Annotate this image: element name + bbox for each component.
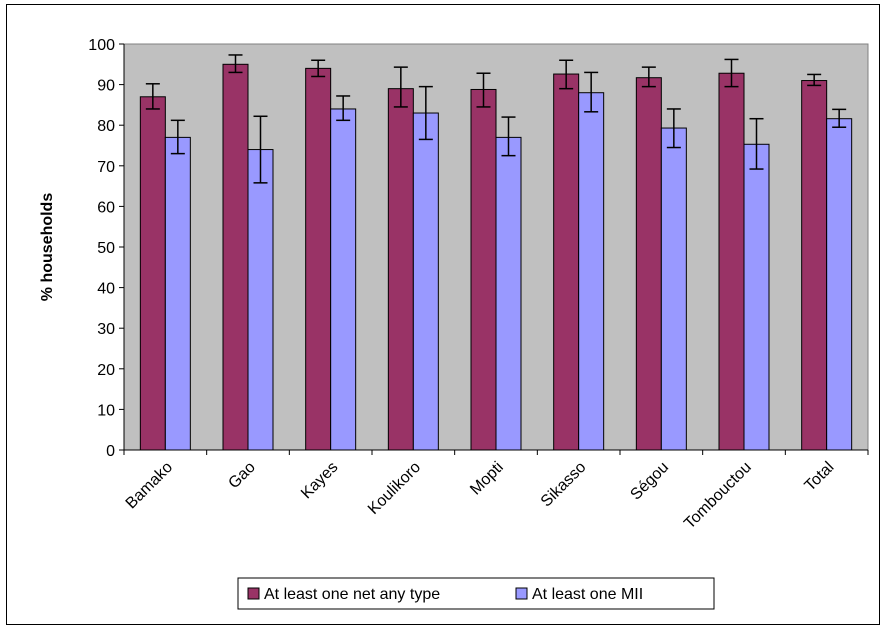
x-tick-label: Total [802,459,838,495]
error-bar [311,59,326,78]
bar-mii [578,92,605,451]
y-tick-label: 70 [97,159,115,176]
bar-any-net [387,88,414,451]
legend: At least one net any type At least one MI… [237,577,715,610]
y-tick-label: 0 [106,443,115,460]
bar-any-net [553,73,580,451]
x-tick-label: Bamako [123,459,177,513]
x-tick-label: Sikasso [538,459,590,511]
y-tick-label: 100 [88,37,115,54]
x-tick-label: Mopti [467,459,507,499]
bar-any-net [470,88,497,451]
y-tick-label: 40 [97,281,115,298]
y-tick-label: 20 [97,362,115,379]
legend-box [237,577,715,610]
y-tick-label: 30 [97,321,115,338]
x-tick-label: Tombouctou [681,459,755,533]
error-bar [170,119,185,155]
bars [139,63,853,451]
bar-mii [412,112,439,451]
error-bar [145,83,160,110]
y-tick-label: 60 [97,199,115,216]
y-tick-label: 50 [97,240,115,257]
y-tick-label: 90 [97,78,115,95]
y-tick-label: 80 [97,118,115,135]
y-tick-label: 10 [97,402,115,419]
error-bar [336,95,351,122]
bar-mii [495,136,522,451]
error-bar [749,117,764,170]
x-tick-label: Kayes [298,459,341,502]
error-bars [145,54,847,184]
bar-mii [743,143,770,451]
error-bar [418,85,433,141]
error-bar [666,108,681,149]
bar-mii [330,108,357,451]
bar-any-net [305,67,332,451]
bar-any-net [635,77,662,451]
error-bar [253,115,268,184]
bar-any-net [222,63,249,451]
error-bar [559,59,574,90]
bar-mii [660,127,687,451]
error-bar [584,71,599,113]
legend-entry: At least one net any type [264,586,440,603]
x-tick-label: Ségou [627,459,672,504]
bar-mii [164,136,191,451]
bar-any-net [139,96,166,451]
error-bar [228,54,243,74]
error-bar [501,116,516,157]
error-bar [807,73,822,87]
x-tick-label: Gao [225,459,258,492]
legend-swatch [515,587,528,600]
error-bar [832,108,847,128]
error-bar [724,58,739,88]
bar-any-net [718,72,745,451]
bar-any-net [801,80,828,451]
error-bar [393,66,408,108]
x-tick-label: Koulikoro [365,459,424,518]
x-axis: Bamako Gao Kayes Koulikoro Mopti Sikasso Ségou… [123,449,869,533]
legend-entry: At least one MII [532,586,643,603]
error-bar [641,66,656,88]
bar-mii [247,149,274,451]
error-bar [476,72,491,108]
legend-swatch [247,587,260,600]
bar-mii [826,118,853,451]
y-axis-label: % households [39,193,56,302]
y-axis: 0 10 20 30 40 50 60 70 80 90 100 [88,37,125,460]
